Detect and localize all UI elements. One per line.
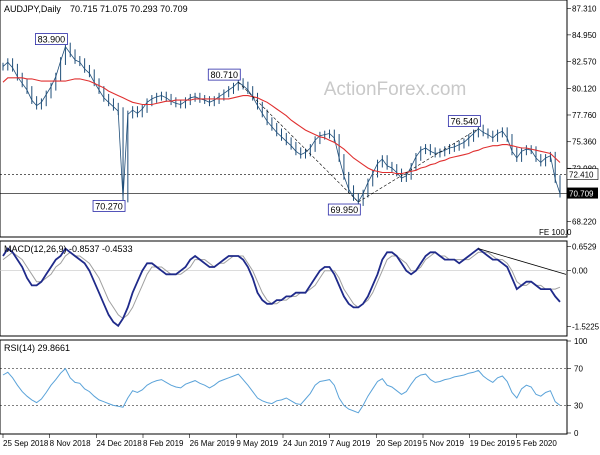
time-tick-label: 8 Nov 2018 — [50, 439, 91, 448]
macd-tick-label: 0.00 — [572, 267, 588, 276]
last-price-label: 70.709 — [569, 190, 594, 199]
rsi-tick-label: 70 — [574, 365, 583, 374]
price-annotation-label: 80.710 — [211, 70, 239, 80]
macd-title: MACD(12,26,9) -0.8537 -0.4533 — [4, 244, 133, 254]
time-tick-label: 19 Dec 2019 — [470, 439, 516, 448]
macd-trendline — [478, 248, 567, 275]
price-annotation-label: 69.950 — [331, 205, 359, 215]
price-horizontal-lines — [0, 174, 567, 238]
macd-tick-label: 0.6529 — [572, 243, 597, 252]
price-tick-label: 87.310 — [572, 5, 597, 14]
ohlc-values: 70.715 71.075 70.293 70.709 — [70, 4, 188, 14]
price-annotation-box — [447, 115, 481, 127]
time-tick-label: 25 Sep 2018 — [3, 439, 49, 448]
price-tick-label: 80.120 — [572, 85, 597, 94]
price-tick-label: 82.570 — [572, 57, 597, 66]
reference-label: 72.410 — [569, 171, 594, 180]
time-axis: 25 Sep 2018 8 Nov 2018 24 Dec 2018 8 Feb 20… — [2, 434, 557, 448]
time-tick-label: 24 Dec 2018 — [96, 439, 142, 448]
price-tick-label: 84.950 — [572, 31, 597, 40]
swing-trendline — [358, 128, 479, 203]
rsi-series — [0, 367, 567, 414]
price-annotations: 83.900 80.710 70.270 69.950 76.540 — [35, 33, 481, 216]
macd-axis: 0.6529 0.00 -1.5225 — [567, 243, 600, 332]
watermark: ActionForex.com — [324, 79, 467, 100]
last-price-box — [567, 187, 598, 199]
time-tick-label: 7 Aug 2019 — [330, 439, 371, 448]
price-axis: 87.31084.95082.57080.12077.76075.36072.9… — [539, 5, 599, 237]
time-tick-label: 26 Mar 2019 — [190, 439, 235, 448]
moving-average-line — [2, 77, 561, 175]
rsi-tick-label: 100 — [574, 337, 588, 346]
swing-trendline — [238, 81, 359, 203]
time-tick-label: 8 Feb 2019 — [143, 439, 184, 448]
rsi-line — [2, 367, 561, 414]
time-tick-label: 5 Nov 2019 — [423, 439, 464, 448]
price-tick-label: 77.760 — [572, 111, 597, 120]
rsi-title: RSI(14) 29.8661 — [4, 343, 70, 353]
chart-header: AUDJPY,Daily 70.715 71.075 70.293 70.709 — [4, 4, 188, 14]
macd-line — [2, 247, 561, 328]
symbol-label: AUDJPY,Daily — [4, 4, 61, 14]
rsi-panel-frame — [0, 339, 568, 435]
price-panel-frame — [0, 0, 568, 238]
price-close-line — [2, 45, 561, 203]
price-series — [2, 42, 561, 206]
macd-tick-label: -1.5225 — [572, 323, 600, 332]
reference-label-box — [566, 168, 599, 180]
price-annotation-box — [207, 68, 241, 81]
rsi-tick-label: 30 — [574, 401, 583, 410]
price-annotation-label: 76.540 — [451, 117, 479, 127]
fe-label: FE 100.0 — [539, 228, 572, 237]
price-tick-label: 75.360 — [572, 138, 597, 147]
rsi-axis: 100 70 30 0 — [567, 337, 588, 438]
price-annotation-box — [92, 200, 126, 212]
time-tick-label: 5 Feb 2020 — [516, 439, 557, 448]
price-tick-label: 68.220 — [572, 217, 597, 226]
time-tick-label: 24 Jun 2019 — [283, 439, 328, 448]
time-tick-label: 20 Sep 2019 — [376, 439, 422, 448]
rsi-tick-label: 0 — [574, 429, 579, 438]
macd-series — [0, 247, 567, 328]
time-tick-label: 9 May 2019 — [236, 439, 278, 448]
price-annotation-label: 83.900 — [38, 35, 66, 45]
price-annotation-label: 70.270 — [95, 201, 123, 211]
price-annotation-box — [327, 203, 361, 216]
macd-panel-frame — [0, 240, 568, 337]
price-annotation-box — [35, 33, 68, 45]
